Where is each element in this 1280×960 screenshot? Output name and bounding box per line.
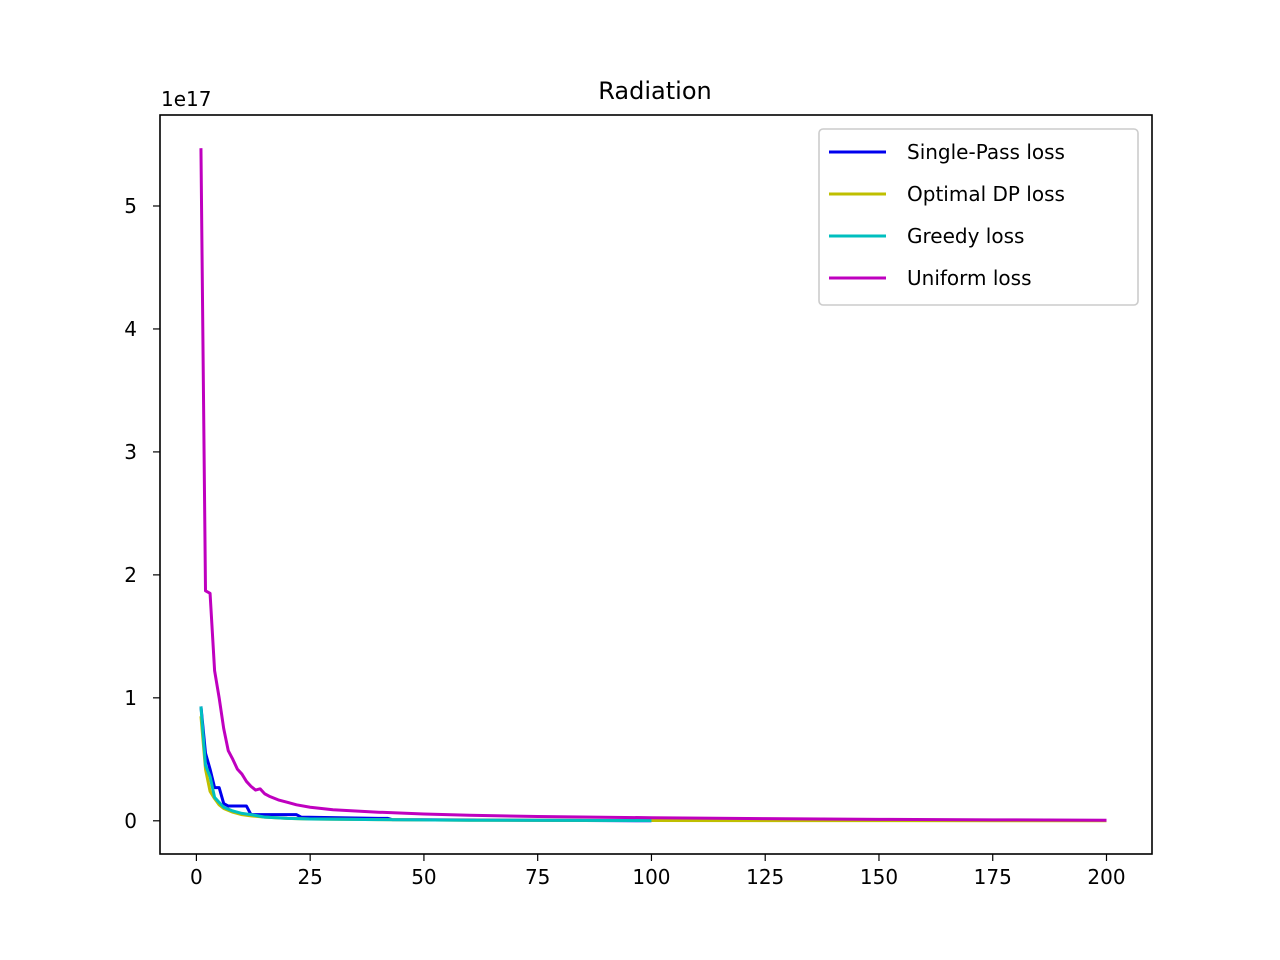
x-tick-label: 75: [525, 865, 550, 889]
x-tick-label: 125: [746, 865, 784, 889]
y-tick-label: 5: [124, 194, 137, 218]
legend-label: Greedy loss: [907, 224, 1024, 248]
axes-frame: [159, 114, 1153, 855]
x-tick-label: 100: [632, 865, 670, 889]
plot-area: 0 25 50 75 100 125 150 175 200 0 1 2 3 4 5: [124, 114, 1153, 889]
series-line-uniform-loss: [199, 148, 1107, 822]
chart-title: Radiation: [598, 77, 711, 105]
legend: Single-Pass loss Optimal DP loss Greedy lo…: [818, 128, 1139, 306]
x-tick-label: 25: [297, 865, 322, 889]
series-line-greedy-loss: [199, 706, 652, 823]
legend-label: Uniform loss: [907, 266, 1032, 290]
y-tick-label: 4: [124, 317, 137, 341]
y-offset-label: 1e17: [161, 87, 211, 111]
x-tick-label: 50: [411, 865, 436, 889]
legend-label: Single-Pass loss: [907, 140, 1065, 164]
series-line-optimal-dp-loss: [199, 716, 1107, 823]
x-tick-label: 175: [974, 865, 1012, 889]
x-tick-label: 150: [860, 865, 898, 889]
x-tick-label: 200: [1087, 865, 1125, 889]
y-tick-label: 2: [124, 563, 137, 587]
y-tick-label: 3: [124, 440, 137, 464]
series-line-single-pass-loss: [199, 706, 652, 823]
y-tick-label: 1: [124, 686, 137, 710]
legend-label: Optimal DP loss: [907, 182, 1065, 206]
y-tick-label: 0: [124, 809, 137, 833]
legend-box: [818, 128, 1139, 306]
x-tick-label: 0: [190, 865, 203, 889]
